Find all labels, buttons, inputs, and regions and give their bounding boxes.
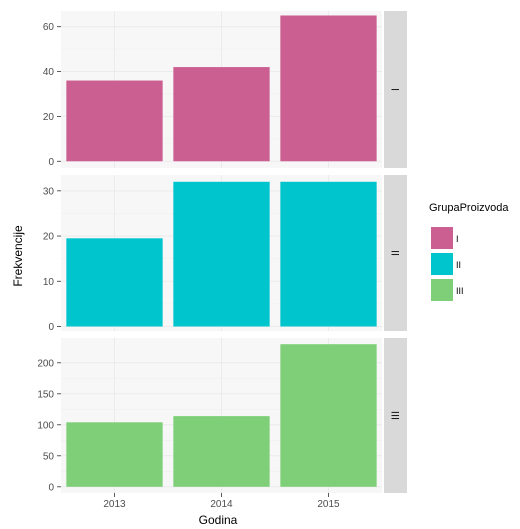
y-tick-label: 0 <box>48 157 54 168</box>
bar-2015 <box>280 344 377 487</box>
facet-strip <box>384 338 407 493</box>
bar-2015 <box>280 181 377 327</box>
y-axis-title: Frekvencije <box>11 225 25 287</box>
legend-label-3: III <box>456 286 464 296</box>
x-tick-label: 2013 <box>103 499 126 510</box>
legend-key-1 <box>431 227 453 249</box>
x-axis: 2013 2014 2015 <box>103 493 340 510</box>
y-tick-label: 40 <box>43 67 55 78</box>
legend-label-2: II <box>456 260 461 270</box>
panels-layer: 0 20 40 60 I 0 10 20 30 II 0 50 100 150 200 III 2013 2014… <box>37 11 407 510</box>
bar-2014 <box>173 416 270 487</box>
bar-2013 <box>66 238 163 327</box>
y-tick-label: 50 <box>43 451 55 462</box>
legend-key-2 <box>431 253 453 275</box>
facet-strip <box>384 175 407 331</box>
facet-strip-label: I <box>389 88 401 91</box>
panel-1: 0 20 40 60 I <box>43 11 407 168</box>
x-tick-label: 2015 <box>317 499 340 510</box>
y-tick-label: 20 <box>43 112 55 123</box>
bar-2014 <box>173 67 270 162</box>
bar-2014 <box>173 181 270 327</box>
facet-strip <box>384 11 407 168</box>
bar-2015 <box>280 15 377 162</box>
y-tick-label: 20 <box>43 232 55 243</box>
x-axis-title: Godina <box>199 513 238 527</box>
y-tick-label: 150 <box>37 389 54 400</box>
legend-key-3 <box>431 279 453 301</box>
y-tick-label: 200 <box>37 358 54 369</box>
legend-title: GrupaProizvoda <box>429 202 509 214</box>
legend-label-1: I <box>456 234 459 244</box>
y-tick-label: 10 <box>43 277 55 288</box>
y-tick-label: 0 <box>48 322 54 333</box>
y-tick-label: 60 <box>43 22 55 33</box>
y-tick-label: 100 <box>37 420 54 431</box>
y-tick-label: 0 <box>48 482 54 493</box>
facet-strip-label: II <box>389 250 401 256</box>
bar-2013 <box>66 80 163 162</box>
panel-2: 0 10 20 30 II <box>43 175 407 333</box>
panel-3: 0 50 100 150 200 III <box>37 338 407 493</box>
facet-strip-label: III <box>389 411 401 420</box>
y-tick-label: 30 <box>43 186 55 197</box>
x-tick-label: 2014 <box>210 499 233 510</box>
bar-2013 <box>66 422 163 487</box>
